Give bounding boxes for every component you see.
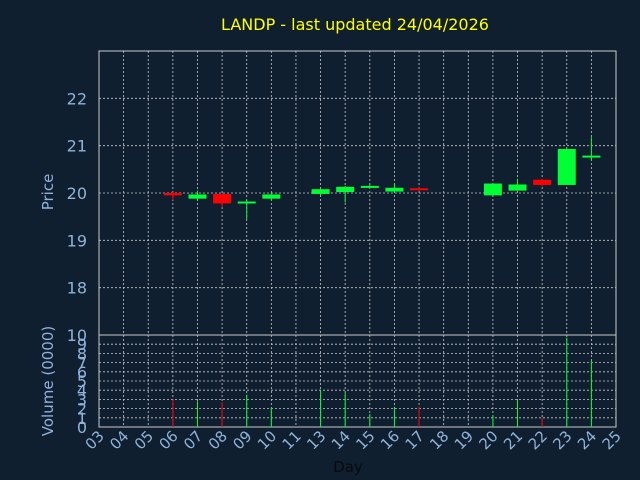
volume-tick-label: 10 xyxy=(67,326,87,345)
x-tick-label: 07 xyxy=(180,427,206,453)
x-tick-label: 23 xyxy=(549,427,575,453)
candle-body xyxy=(385,187,404,192)
x-tick-label: 04 xyxy=(106,427,132,453)
x-axis-label: Day xyxy=(333,458,363,476)
x-tick-label: 19 xyxy=(451,427,477,453)
volume-axis-label: Volume (0000) xyxy=(39,326,57,436)
volume-tick-label: 0 xyxy=(77,418,87,437)
candle-body xyxy=(213,193,232,204)
x-tick-label: 08 xyxy=(205,427,231,453)
candle-body xyxy=(483,183,502,196)
candle-body xyxy=(410,188,429,191)
candle-body xyxy=(262,194,281,199)
x-tick-label: 15 xyxy=(352,427,378,453)
x-tick-label: 10 xyxy=(254,427,280,453)
x-tick-label: 11 xyxy=(279,427,305,453)
volume-tick-label: 1 xyxy=(77,409,87,428)
x-tick-label: 20 xyxy=(476,427,502,453)
x-tick-label: 09 xyxy=(229,427,255,453)
candle-body xyxy=(336,186,355,193)
x-tick-label: 17 xyxy=(402,427,428,453)
volume-grid xyxy=(98,334,617,428)
x-tick-label: 16 xyxy=(377,427,403,453)
x-tick-label: 13 xyxy=(303,427,329,453)
volume-tick-label: 3 xyxy=(77,390,87,409)
candle-body xyxy=(237,201,256,204)
x-axis: 0304050607080910111314151617181920212223… xyxy=(82,427,625,453)
x-tick-label: 18 xyxy=(426,427,452,453)
candle-body xyxy=(508,184,527,191)
candle-body xyxy=(557,148,576,185)
price-tick-label: 22 xyxy=(67,89,87,108)
candle-body xyxy=(533,179,552,185)
candle-body xyxy=(163,193,182,196)
candle-body xyxy=(188,194,207,199)
volume-tick-label: 9 xyxy=(77,335,87,354)
volume-tick-label: 5 xyxy=(77,372,87,391)
x-tick-label: 22 xyxy=(525,427,551,453)
volume-tick-label: 4 xyxy=(77,381,87,400)
x-tick-label: 21 xyxy=(500,427,526,453)
price-axis-label: Price xyxy=(39,174,57,211)
x-tick-label: 05 xyxy=(131,427,157,453)
candlestick-series xyxy=(163,137,601,220)
price-tick-label: 19 xyxy=(67,231,87,250)
price-tick-label: 18 xyxy=(67,279,87,298)
price-axis: 18 19 20 21 22 xyxy=(67,89,87,297)
volume-series xyxy=(172,337,592,427)
x-tick-label: 24 xyxy=(574,427,600,453)
volume-tick-label: 2 xyxy=(77,400,87,419)
volume-tick-label: 7 xyxy=(77,354,87,373)
chart-title: LANDP - last updated 24/04/2026 xyxy=(221,15,489,34)
price-tick-label: 20 xyxy=(67,184,87,203)
candle-body xyxy=(360,185,379,188)
candle-body xyxy=(582,155,601,158)
x-tick-label: 06 xyxy=(155,427,181,453)
volume-tick-label: 6 xyxy=(77,363,87,382)
x-tick-label: 25 xyxy=(599,427,625,453)
volume-tick-label: 8 xyxy=(77,344,87,363)
price-tick-label: 21 xyxy=(67,137,87,156)
x-tick-label: 14 xyxy=(328,427,354,453)
candle-body xyxy=(311,189,330,194)
